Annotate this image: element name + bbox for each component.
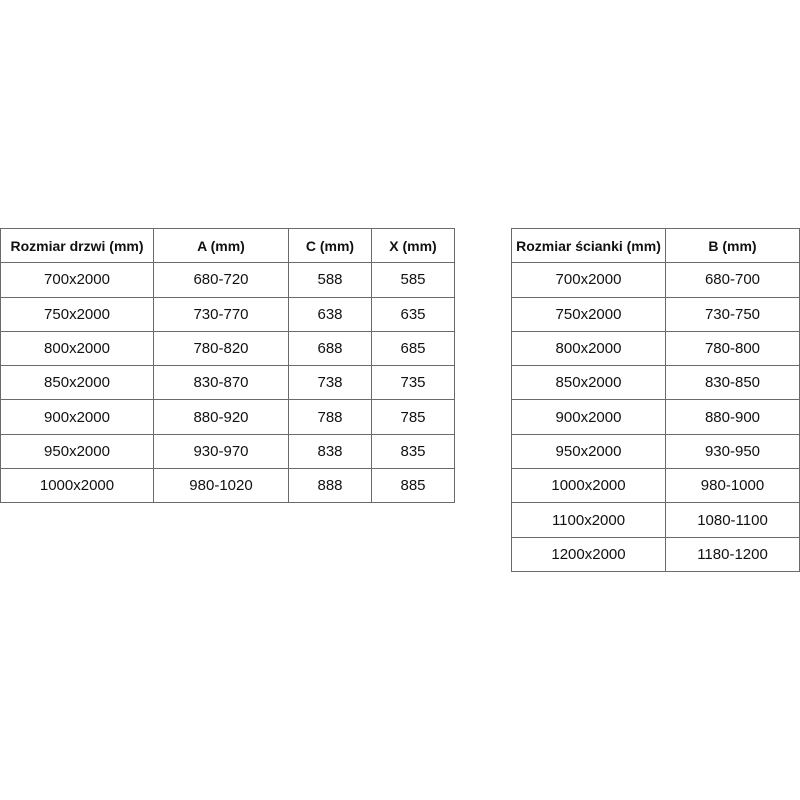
table-cell: 1180-1200 — [665, 536, 800, 572]
table-row: 700x2000 680-700 — [511, 262, 800, 298]
table-cell: 780-820 — [153, 330, 289, 367]
table-cell: 688 — [288, 330, 372, 367]
table-row: 800x2000 780-800 — [511, 330, 800, 367]
table-row: 1000x2000 980-1000 — [511, 468, 800, 504]
table-cell: 850x2000 — [511, 365, 666, 401]
table-cell: 885 — [371, 468, 455, 504]
table-row: 750x2000 730-750 — [511, 296, 800, 332]
table-cell: 730-750 — [665, 296, 800, 332]
table-cell: 1100x2000 — [511, 502, 666, 538]
table-cell: 850x2000 — [0, 365, 154, 401]
table-cell: 700x2000 — [0, 262, 154, 298]
table-cell: 950x2000 — [511, 433, 666, 470]
table-cell: 738 — [288, 365, 372, 401]
table-cell: 930-970 — [153, 433, 289, 470]
table-row: 700x2000 680-720 588 585 — [0, 262, 455, 298]
table-row: 1200x2000 1180-1200 — [511, 536, 800, 572]
table-row: 850x2000 830-850 — [511, 365, 800, 401]
table-cell: 838 — [288, 433, 372, 470]
table-cell: 685 — [371, 330, 455, 367]
header-row: Rozmiar drzwi (mm) A (mm) C (mm) X (mm) — [0, 227, 455, 264]
table-cell: 585 — [371, 262, 455, 298]
table-row: 900x2000 880-900 — [511, 399, 800, 435]
table-cell: 750x2000 — [0, 296, 154, 332]
header-row: Rozmiar ścianki (mm) B (mm) — [511, 227, 800, 264]
table-cell: 888 — [288, 468, 372, 504]
table-row: 900x2000 880-920 788 785 — [0, 399, 455, 435]
table-row: 1000x2000 980-1020 888 885 — [0, 468, 455, 504]
table-row: 1100x2000 1080-1100 — [511, 502, 800, 538]
table-cell: 950x2000 — [0, 433, 154, 470]
table-cell: 638 — [288, 296, 372, 332]
table-cell: 1000x2000 — [0, 468, 154, 504]
table-row: 850x2000 830-870 738 735 — [0, 365, 455, 401]
table-cell: 1080-1100 — [665, 502, 800, 538]
table-cell: 788 — [288, 399, 372, 435]
table-cell: 635 — [371, 296, 455, 332]
table-cell: 680-720 — [153, 262, 289, 298]
table-row: 950x2000 930-950 — [511, 433, 800, 470]
table-cell: 588 — [288, 262, 372, 298]
header-c: C (mm) — [288, 227, 372, 264]
table-cell: 980-1020 — [153, 468, 289, 504]
table-row: 950x2000 930-970 838 835 — [0, 433, 455, 470]
header-wall-size: Rozmiar ścianki (mm) — [511, 227, 666, 264]
table-cell: 1200x2000 — [511, 536, 666, 572]
table-cell: 730-770 — [153, 296, 289, 332]
table-cell: 785 — [371, 399, 455, 435]
table-cell: 680-700 — [665, 262, 800, 298]
table-cell: 800x2000 — [0, 330, 154, 367]
table-cell: 880-920 — [153, 399, 289, 435]
wall-size-table: Rozmiar ścianki (mm) B (mm) 700x2000 680-… — [511, 227, 800, 572]
header-door-size: Rozmiar drzwi (mm) — [0, 227, 154, 264]
table-cell: 830-870 — [153, 365, 289, 401]
table-cell: 1000x2000 — [511, 468, 666, 504]
table-row: 800x2000 780-820 688 685 — [0, 330, 455, 367]
table-cell: 930-950 — [665, 433, 800, 470]
table-cell: 980-1000 — [665, 468, 800, 504]
table-cell: 750x2000 — [511, 296, 666, 332]
table-cell: 780-800 — [665, 330, 800, 367]
table-cell: 735 — [371, 365, 455, 401]
table-cell: 900x2000 — [0, 399, 154, 435]
table-cell: 700x2000 — [511, 262, 666, 298]
door-size-table: Rozmiar drzwi (mm) A (mm) C (mm) X (mm) … — [0, 227, 455, 504]
table-cell: 835 — [371, 433, 455, 470]
header-b: B (mm) — [665, 227, 800, 264]
header-a: A (mm) — [153, 227, 289, 264]
table-cell: 800x2000 — [511, 330, 666, 367]
table-cell: 830-850 — [665, 365, 800, 401]
header-x: X (mm) — [371, 227, 455, 264]
table-cell: 900x2000 — [511, 399, 666, 435]
table-row: 750x2000 730-770 638 635 — [0, 296, 455, 332]
table-cell: 880-900 — [665, 399, 800, 435]
